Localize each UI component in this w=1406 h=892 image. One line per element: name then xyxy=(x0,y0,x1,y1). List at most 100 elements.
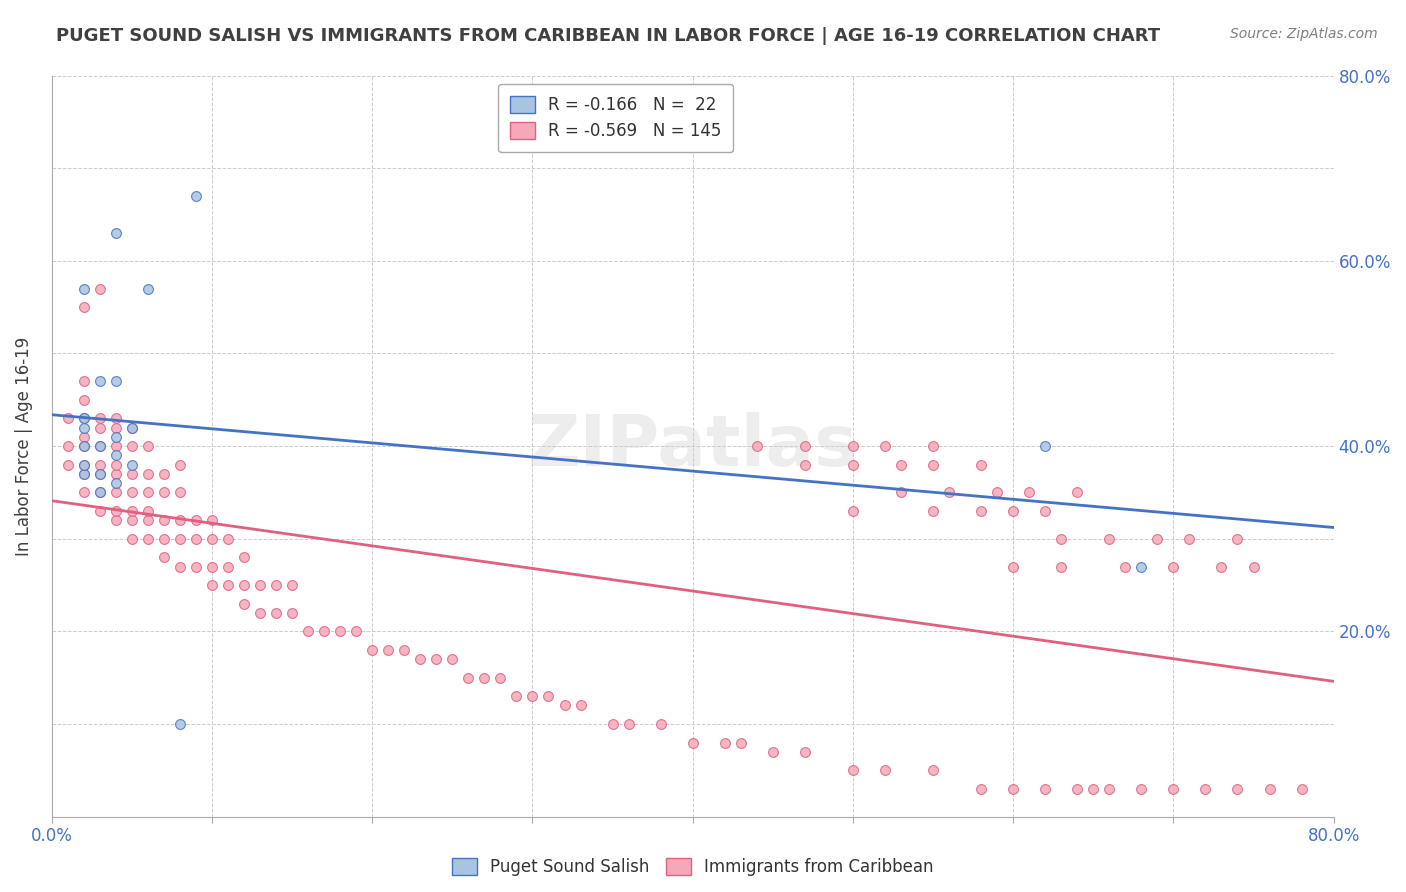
Point xyxy=(73,485,96,500)
Point xyxy=(73,420,96,434)
Point xyxy=(121,485,143,500)
Point xyxy=(793,458,815,472)
Point xyxy=(890,485,912,500)
Point xyxy=(409,652,432,666)
Point xyxy=(1066,781,1088,796)
Point xyxy=(136,532,159,546)
Point xyxy=(1163,559,1185,574)
Point xyxy=(233,597,256,611)
Point xyxy=(264,606,287,620)
Point xyxy=(1194,781,1216,796)
Point xyxy=(1050,559,1073,574)
Point xyxy=(121,439,143,453)
Point xyxy=(73,467,96,481)
Point xyxy=(249,578,271,592)
Point xyxy=(73,430,96,444)
Point xyxy=(136,439,159,453)
Point xyxy=(1033,504,1056,518)
Point xyxy=(104,458,127,472)
Point xyxy=(217,559,239,574)
Point xyxy=(522,690,544,704)
Point xyxy=(153,513,176,527)
Point xyxy=(1098,532,1121,546)
Point xyxy=(73,392,96,407)
Point xyxy=(233,578,256,592)
Point xyxy=(425,652,447,666)
Point xyxy=(121,467,143,481)
Point xyxy=(121,504,143,518)
Point xyxy=(713,735,735,749)
Point xyxy=(89,485,111,500)
Point xyxy=(842,458,865,472)
Point xyxy=(104,513,127,527)
Point xyxy=(73,374,96,388)
Point xyxy=(73,411,96,425)
Point xyxy=(56,458,79,472)
Point xyxy=(457,671,479,685)
Point xyxy=(394,643,416,657)
Point xyxy=(73,439,96,453)
Point xyxy=(169,717,191,731)
Point xyxy=(153,532,176,546)
Point xyxy=(89,420,111,434)
Point xyxy=(201,578,224,592)
Point xyxy=(1083,781,1105,796)
Point xyxy=(121,420,143,434)
Point xyxy=(1130,781,1153,796)
Point xyxy=(89,374,111,388)
Point xyxy=(73,439,96,453)
Point xyxy=(184,189,207,203)
Point xyxy=(104,467,127,481)
Point xyxy=(73,300,96,314)
Point xyxy=(745,439,768,453)
Point xyxy=(1098,781,1121,796)
Point xyxy=(169,532,191,546)
Point xyxy=(762,745,785,759)
Point xyxy=(249,606,271,620)
Point xyxy=(89,504,111,518)
Point xyxy=(1130,559,1153,574)
Point xyxy=(650,717,672,731)
Point xyxy=(104,430,127,444)
Point xyxy=(56,439,79,453)
Point xyxy=(489,671,512,685)
Point xyxy=(104,374,127,388)
Point xyxy=(104,448,127,462)
Point xyxy=(890,458,912,472)
Point xyxy=(121,513,143,527)
Point xyxy=(873,764,896,778)
Point xyxy=(377,643,399,657)
Point xyxy=(104,485,127,500)
Point xyxy=(104,439,127,453)
Point xyxy=(1002,559,1025,574)
Point xyxy=(553,698,575,713)
Point xyxy=(169,559,191,574)
Point xyxy=(184,559,207,574)
Point xyxy=(1226,781,1249,796)
Point xyxy=(1258,781,1281,796)
Point xyxy=(1018,485,1040,500)
Point xyxy=(153,485,176,500)
Point xyxy=(537,690,560,704)
Point xyxy=(89,439,111,453)
Point xyxy=(89,439,111,453)
Point xyxy=(1033,781,1056,796)
Point xyxy=(136,467,159,481)
Point xyxy=(121,532,143,546)
Text: PUGET SOUND SALISH VS IMMIGRANTS FROM CARIBBEAN IN LABOR FORCE | AGE 16-19 CORRE: PUGET SOUND SALISH VS IMMIGRANTS FROM CA… xyxy=(56,27,1160,45)
Point xyxy=(233,550,256,565)
Point xyxy=(73,458,96,472)
Point xyxy=(569,698,592,713)
Point xyxy=(136,504,159,518)
Point xyxy=(474,671,496,685)
Point xyxy=(104,476,127,491)
Point xyxy=(153,550,176,565)
Point xyxy=(264,578,287,592)
Text: Source: ZipAtlas.com: Source: ZipAtlas.com xyxy=(1230,27,1378,41)
Point xyxy=(104,226,127,240)
Point xyxy=(361,643,384,657)
Point xyxy=(184,532,207,546)
Point xyxy=(922,439,945,453)
Point xyxy=(89,485,111,500)
Point xyxy=(842,764,865,778)
